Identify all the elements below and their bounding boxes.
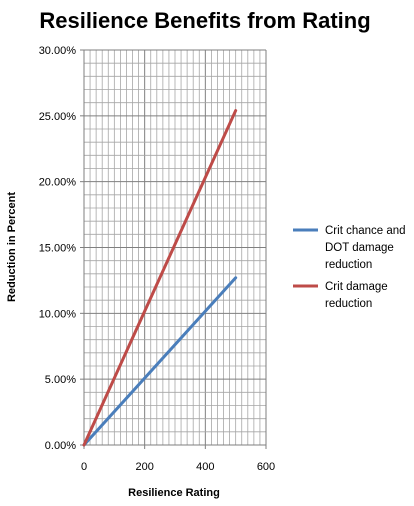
- legend: Crit chance and DOT damage reduction Crit d…: [293, 225, 406, 310]
- axes: [80, 49, 267, 449]
- y-tick-label: 25.00%: [39, 111, 77, 123]
- y-tick-label: 10.00%: [39, 308, 77, 320]
- legend-label-1: reduction: [325, 259, 372, 271]
- series-line-2: [82, 109, 238, 447]
- y-axis-title: Reduction in Percent: [6, 192, 18, 302]
- y-tick-label: 30.00%: [39, 45, 77, 57]
- x-tick-labels: 0 200 400 600: [81, 461, 275, 473]
- y-tick-labels: 0.00% 5.00% 10.00% 15.00% 20.00% 25.00% 30.00%: [39, 45, 77, 452]
- x-axis-title: Resilience Rating: [128, 487, 220, 499]
- y-tick-label: 0.00%: [45, 440, 76, 452]
- x-tick-label: 400: [196, 461, 214, 473]
- x-tick-label: 0: [81, 461, 87, 473]
- y-tick-label: 5.00%: [45, 374, 76, 386]
- chart-title: Resilience Benefits from Rating: [39, 8, 370, 33]
- y-tick-label: 20.00%: [39, 177, 77, 189]
- x-tick-label: 600: [257, 461, 275, 473]
- y-tick-label: 15.00%: [39, 243, 77, 255]
- grid: [84, 50, 266, 445]
- legend-label-2: reduction: [325, 298, 372, 310]
- series-line-1: [82, 276, 238, 447]
- legend-label-1: DOT damage: [325, 242, 394, 254]
- series-lines: [82, 109, 238, 447]
- legend-label-2: Crit damage: [325, 281, 388, 293]
- x-tick-label: 200: [135, 461, 153, 473]
- legend-label-1: Crit chance and: [325, 225, 406, 237]
